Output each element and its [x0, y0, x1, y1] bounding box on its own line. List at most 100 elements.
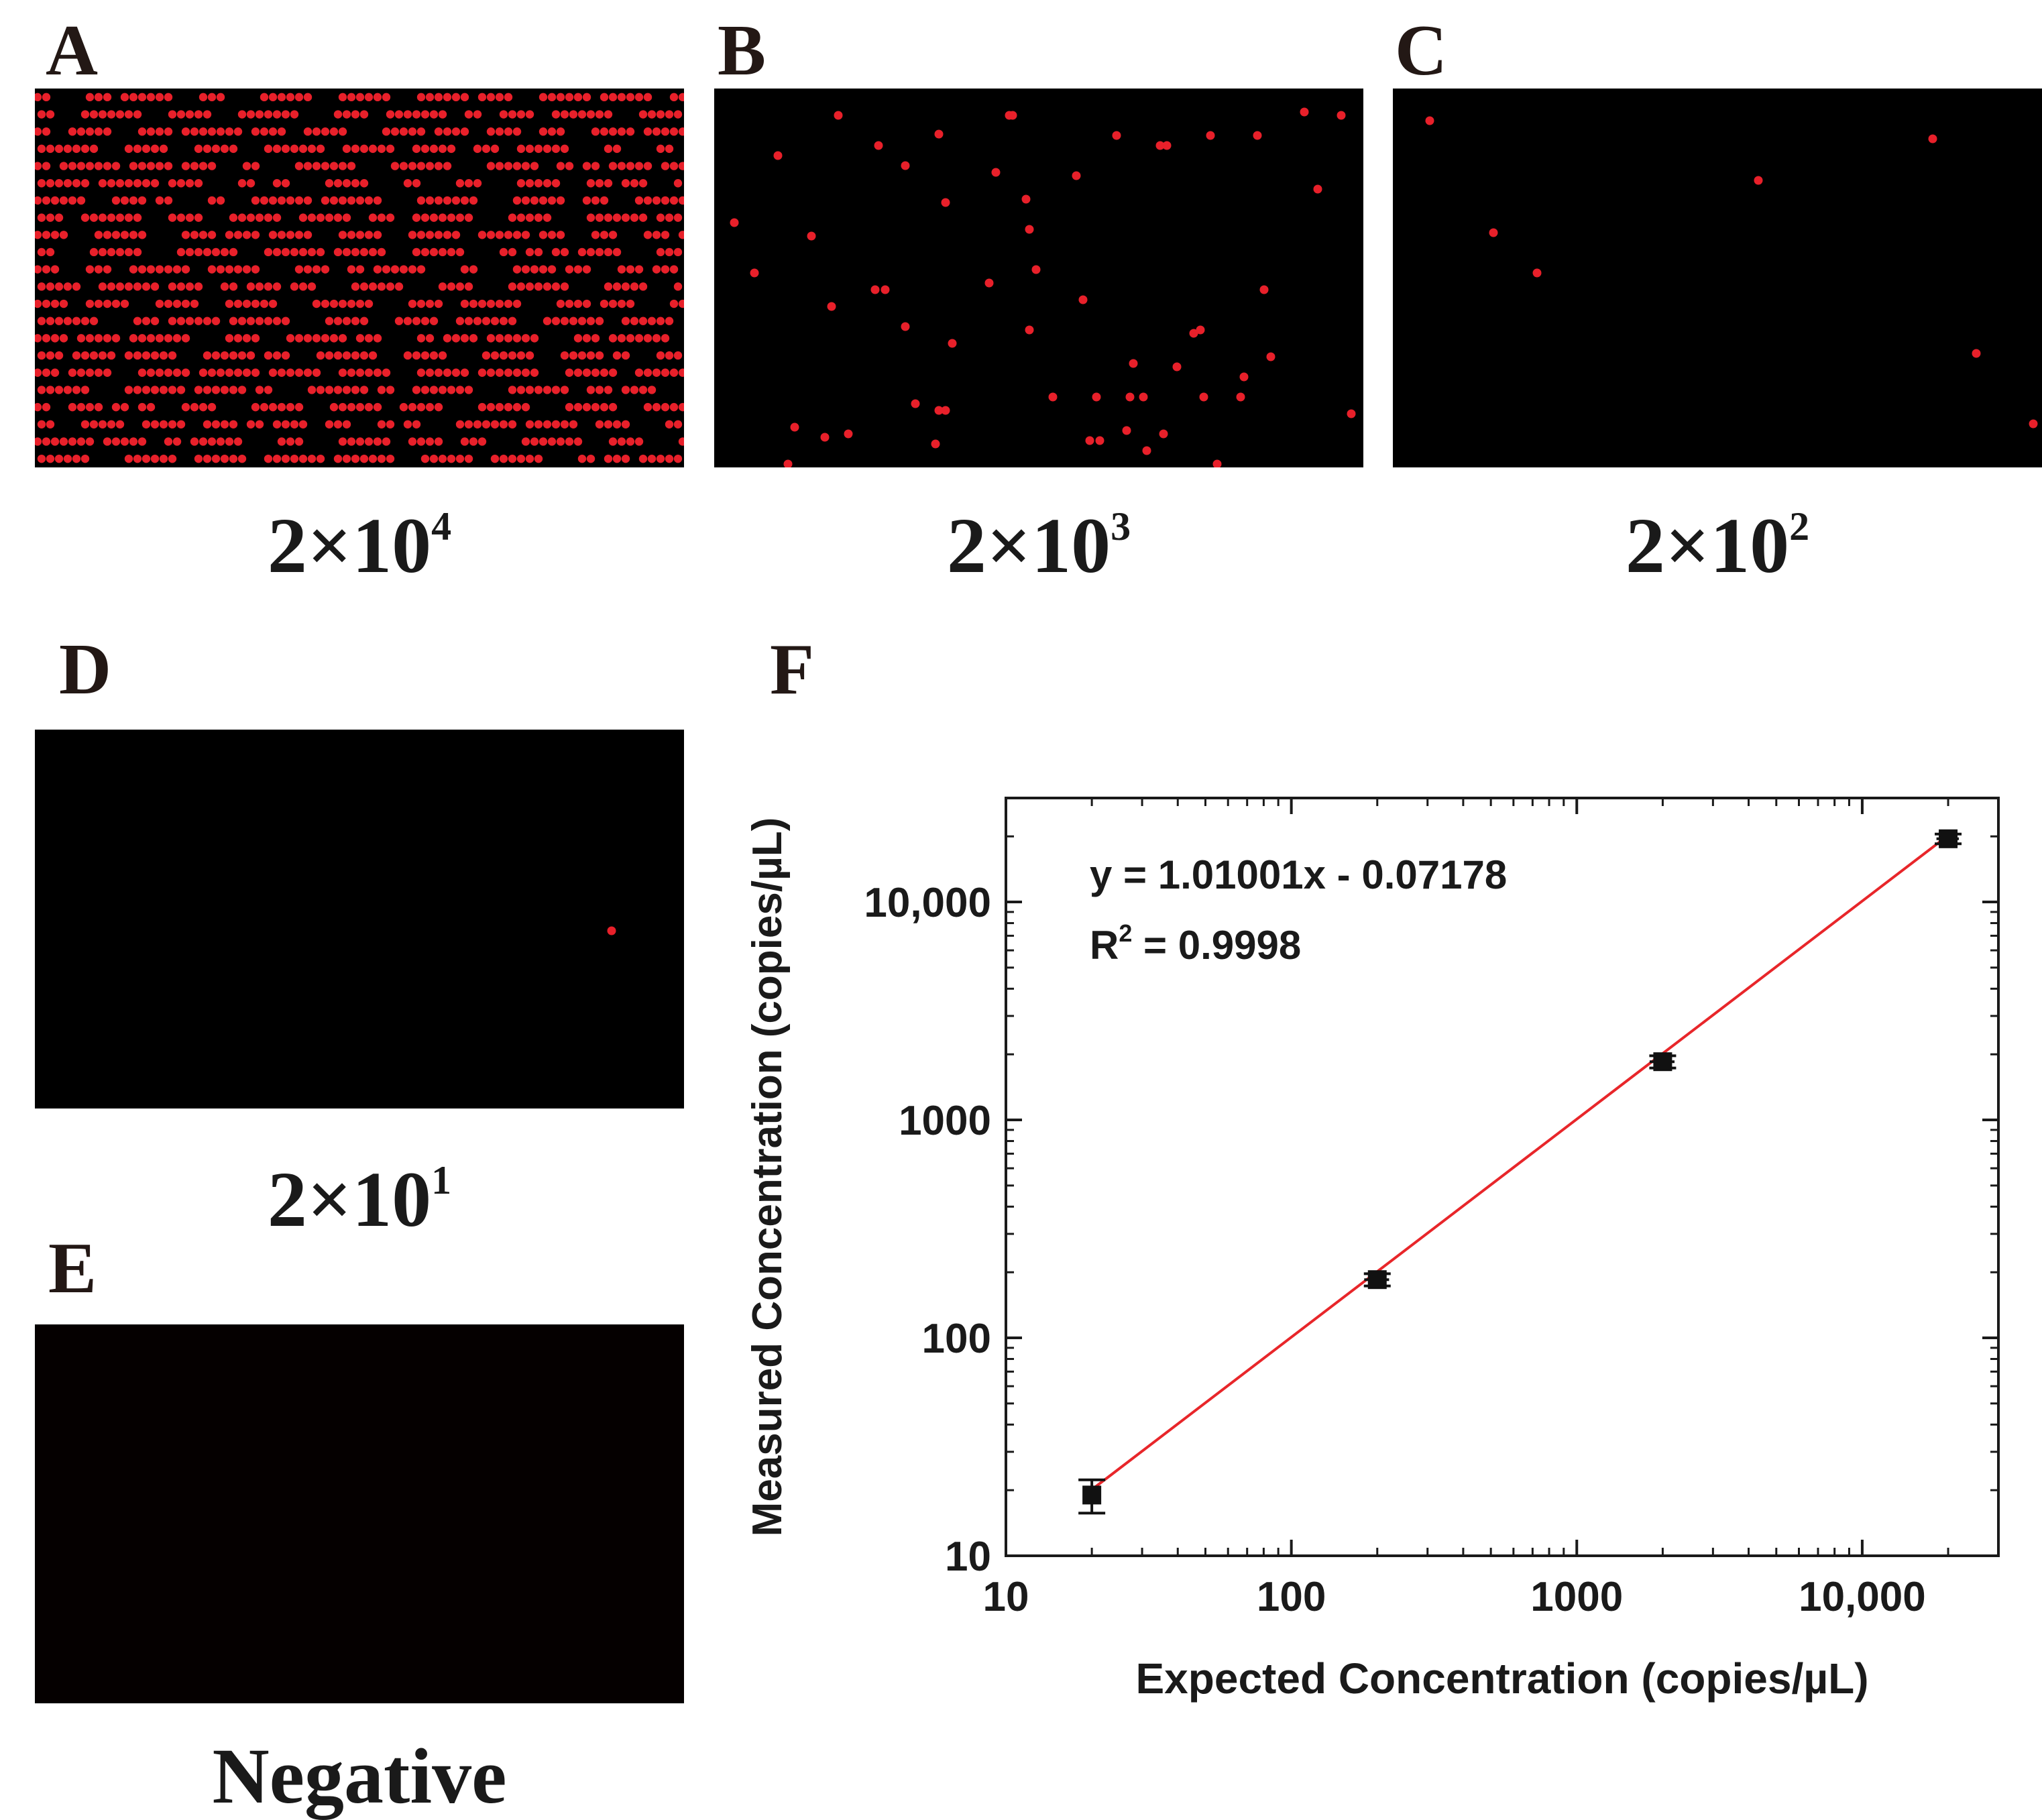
droplet [464, 179, 473, 188]
droplet [612, 247, 622, 257]
droplet [820, 433, 830, 442]
droplet [181, 402, 190, 412]
droplet [538, 93, 548, 102]
droplet [521, 196, 530, 205]
droplet [359, 317, 369, 325]
droplet [678, 162, 684, 170]
droplet [386, 110, 395, 119]
droplet [255, 110, 264, 119]
droplet [429, 454, 439, 463]
droplet [495, 127, 504, 136]
droplet [359, 247, 369, 257]
droplet [551, 247, 561, 257]
droplet [368, 454, 378, 463]
droplet [656, 454, 665, 463]
droplet [438, 247, 447, 257]
droplet [621, 179, 630, 188]
droplet [460, 334, 469, 343]
droplet [565, 299, 574, 308]
droplet [1078, 295, 1088, 304]
droplet [220, 420, 229, 429]
droplet [115, 247, 125, 257]
droplet [443, 196, 452, 205]
droplet [325, 317, 334, 325]
droplet [42, 265, 51, 274]
droplet [661, 196, 670, 205]
droplet [1236, 392, 1245, 402]
droplet [617, 437, 626, 446]
droplet [678, 299, 684, 308]
droplet [338, 368, 347, 377]
droplet [176, 282, 186, 291]
droplet [54, 351, 64, 360]
droplet [124, 454, 133, 463]
droplet [499, 420, 508, 429]
droplet [303, 231, 313, 239]
droplet [207, 402, 217, 412]
droplet [229, 144, 238, 154]
calibration-chart: 10 100 1000 10,000 10 100 1000 10,000 Expected C… [744, 797, 2000, 1703]
droplet [521, 334, 530, 343]
droplet [294, 196, 304, 205]
droplet [364, 196, 374, 205]
droplet [604, 247, 613, 257]
droplet [42, 231, 51, 239]
droplet [612, 282, 622, 291]
droplet [329, 127, 339, 136]
droplet [525, 179, 534, 188]
droplet [416, 162, 426, 170]
droplet [111, 334, 121, 343]
droplet [790, 422, 799, 432]
droplet [661, 334, 670, 343]
droplet [137, 437, 147, 446]
droplet [260, 93, 269, 102]
droplet [237, 179, 247, 188]
droplet [582, 334, 591, 343]
droplet [115, 110, 125, 119]
droplet [137, 196, 147, 205]
droplet [298, 144, 308, 154]
droplet [329, 162, 339, 170]
droplet [420, 454, 430, 463]
droplet [272, 317, 282, 325]
droplet [80, 213, 90, 222]
droplet [286, 368, 295, 377]
droplet [155, 334, 164, 343]
droplet [42, 162, 51, 170]
droplet [54, 386, 64, 394]
droplet [516, 282, 526, 291]
droplet [634, 334, 644, 343]
droplet [355, 437, 365, 446]
droplet [390, 127, 400, 136]
droplet [146, 402, 156, 412]
micrograph-d [35, 730, 684, 1108]
droplet [233, 127, 243, 136]
droplet [347, 93, 356, 102]
droplet [551, 110, 561, 119]
droplet [669, 196, 679, 205]
droplet [72, 179, 81, 188]
droplet [429, 247, 439, 257]
droplet [608, 162, 618, 170]
droplet [141, 420, 151, 429]
micrograph-c [1393, 89, 2042, 467]
droplet [420, 351, 430, 360]
droplet [516, 351, 526, 360]
droplet [46, 317, 55, 325]
droplet [617, 127, 626, 136]
droplet [98, 247, 107, 257]
droplet [612, 420, 622, 429]
droplet [277, 93, 286, 102]
panel-letter-e: E [48, 1229, 97, 1308]
droplet [665, 213, 674, 222]
droplet [504, 93, 513, 102]
droplet [46, 386, 55, 394]
droplet [429, 317, 439, 325]
droplet [168, 420, 177, 429]
droplet [630, 317, 639, 325]
droplet [164, 265, 173, 274]
droplet [251, 368, 260, 377]
droplet [617, 93, 626, 102]
droplet [164, 196, 173, 205]
caption-a: 2×104 [35, 506, 684, 585]
